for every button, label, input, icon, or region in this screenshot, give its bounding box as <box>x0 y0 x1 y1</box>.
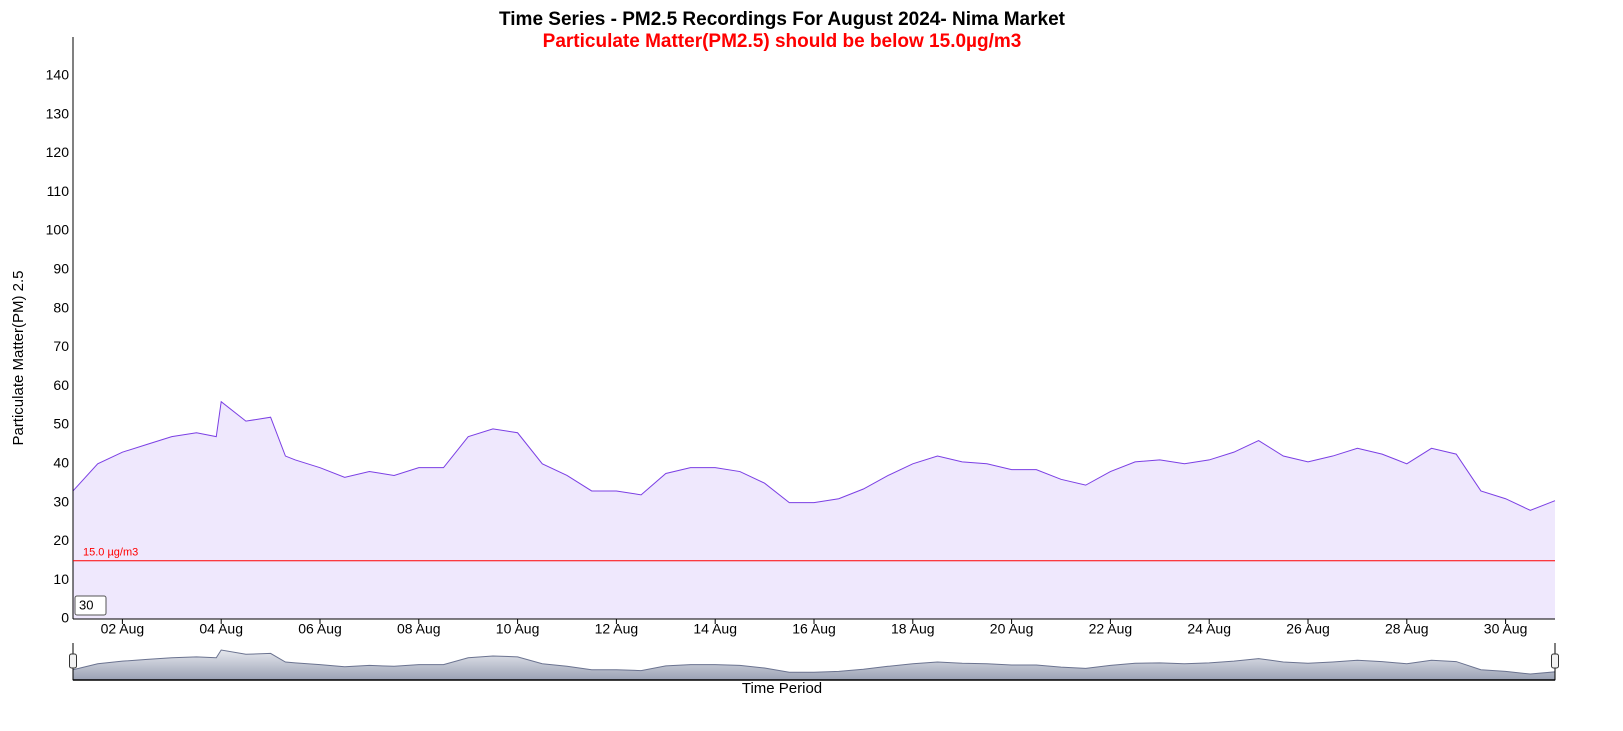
y-tick-label: 40 <box>53 455 69 471</box>
x-tick-label: 04 Aug <box>199 621 243 637</box>
y-tick-label: 50 <box>53 416 69 432</box>
x-tick-label: 22 Aug <box>1089 621 1133 637</box>
chart-title: Time Series - PM2.5 Recordings For Augus… <box>499 9 1066 30</box>
x-tick-label: 10 Aug <box>496 621 540 637</box>
x-tick-label: 14 Aug <box>693 621 737 637</box>
y-axis-label: Particulate Matter(PM) 2.5 <box>10 270 27 445</box>
x-tick-label: 16 Aug <box>792 621 836 637</box>
y-tick-label: 130 <box>46 105 70 121</box>
x-tick-label: 06 Aug <box>298 621 342 637</box>
x-tick-label: 08 Aug <box>397 621 441 637</box>
x-tick-label: 24 Aug <box>1187 621 1231 637</box>
y-tick-label: 30 <box>53 493 69 509</box>
y-tick-label: 0 <box>61 610 69 626</box>
x-tick-label: 26 Aug <box>1286 621 1330 637</box>
navigator-handle[interactable] <box>1551 653 1559 669</box>
x-tick-label: 02 Aug <box>101 621 145 637</box>
navigator-handle[interactable] <box>69 653 77 669</box>
x-axis-label: Time Period <box>742 680 822 697</box>
threshold-label: 15.0 µg/m3 <box>83 547 138 559</box>
y-tick-label: 10 <box>53 571 69 587</box>
area-fill <box>73 401 1555 619</box>
x-tick-label: 20 Aug <box>990 621 1034 637</box>
y-tick-label: 90 <box>53 261 69 277</box>
rolling-input-box[interactable] <box>74 595 107 616</box>
x-tick-label: 18 Aug <box>891 621 935 637</box>
navigator-area <box>72 649 1556 681</box>
y-tick-label: 20 <box>53 532 69 548</box>
x-tick-label: 28 Aug <box>1385 621 1429 637</box>
y-tick-label: 80 <box>53 299 69 315</box>
y-tick-label: 120 <box>46 144 70 160</box>
y-tick-label: 110 <box>47 183 70 199</box>
y-tick-label: 140 <box>46 67 70 83</box>
x-tick-label: 12 Aug <box>595 621 639 637</box>
rolling-input-value[interactable]: 30 <box>79 597 93 612</box>
x-tick-label: 30 Aug <box>1484 621 1528 637</box>
chart-subtitle: Particulate Matter(PM2.5) should be belo… <box>543 31 1022 52</box>
y-tick-label: 70 <box>53 338 69 354</box>
y-tick-label: 100 <box>46 222 70 238</box>
series-line <box>72 400 1556 511</box>
y-tick-label: 60 <box>53 377 69 393</box>
